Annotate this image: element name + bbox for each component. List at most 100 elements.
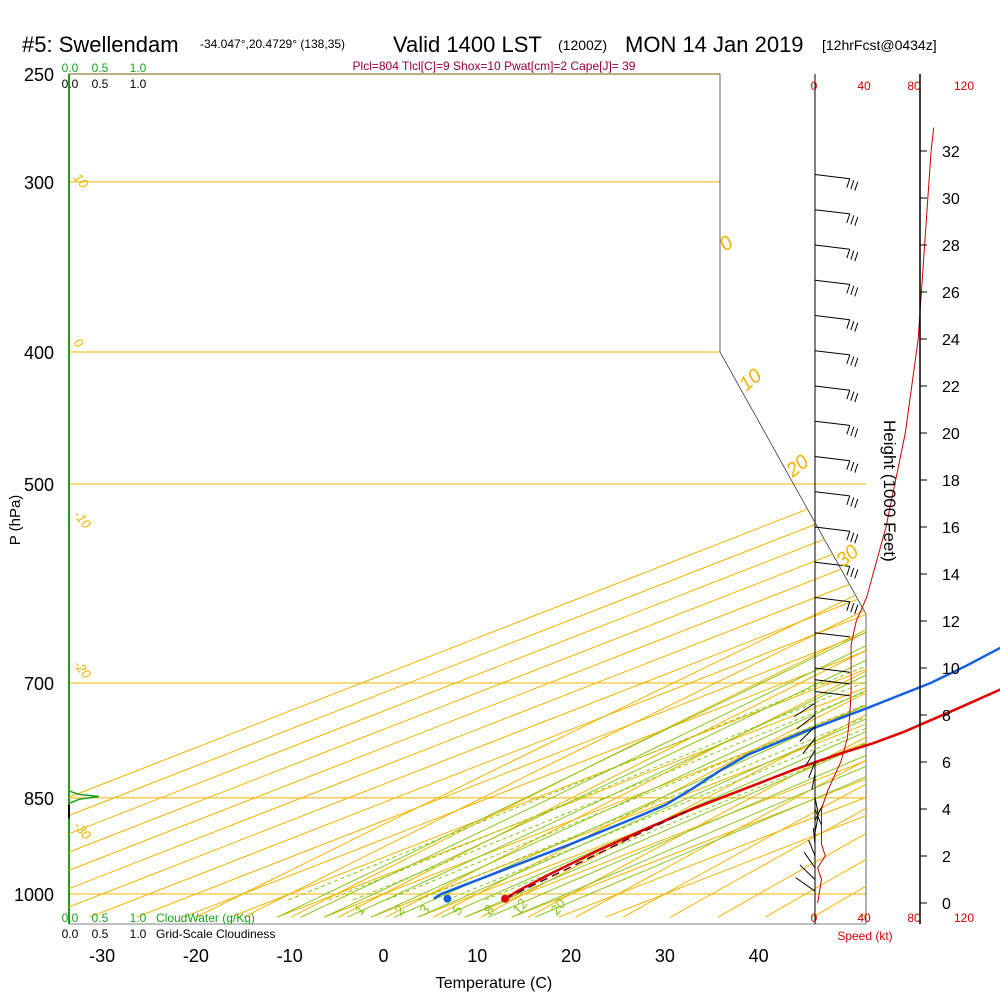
wind-barb-flag	[846, 319, 851, 329]
pressure-tick-label: 300	[24, 173, 54, 193]
wind-barb-flag	[846, 566, 851, 576]
wind-barb-flag	[850, 426, 855, 437]
wind-barb-flag	[846, 213, 851, 224]
valid-time: Valid 1400 LST	[393, 32, 542, 57]
wind-barb	[814, 385, 850, 391]
forecast-info: [12hrFcst@0434z]	[822, 37, 937, 53]
wind-barb-flag	[850, 567, 855, 578]
height-tick-label: 8	[942, 708, 951, 725]
pressure-axis-label: P (hPa)	[7, 495, 24, 546]
wind-barb	[814, 279, 850, 285]
isotherm-30	[464, 74, 866, 918]
speed-tick-top: 120	[954, 79, 974, 93]
moist-adiabat--5	[300, 74, 866, 918]
temp-tick-label: 30	[655, 946, 675, 966]
wind-barb	[808, 761, 816, 779]
moist-adiabat-15	[394, 74, 866, 918]
wind-barb	[814, 679, 850, 685]
dewpoint-line	[433, 646, 1000, 900]
isotherm--90	[69, 74, 866, 918]
speed-tick-bottom: 80	[907, 911, 921, 925]
dry-adiabat-30	[480, 74, 866, 918]
isotherm--10	[276, 74, 866, 918]
isotherm--110	[69, 74, 866, 918]
speed-axis-label: Speed (kt)	[837, 929, 892, 943]
cloud-scale-top-black: 0.5	[92, 77, 109, 91]
dry-adiabat--10	[290, 74, 866, 918]
wind-barb-flag	[850, 215, 855, 225]
pressure-tick-label: 250	[24, 65, 54, 85]
wind-barb-flag	[854, 393, 859, 403]
moist-adiabat-10	[370, 74, 866, 918]
wind-barb-flag	[854, 569, 859, 579]
cloud-scale-bottom-green: 0.0	[62, 911, 79, 925]
wind-barb-flag	[854, 287, 859, 297]
dry-adiabat-60	[622, 74, 866, 918]
cloud-scale-bottom-black: 0.0	[62, 927, 79, 941]
isotherm--50	[89, 74, 866, 918]
height-tick-label: 14	[942, 567, 960, 584]
wind-barb	[803, 852, 816, 869]
temp-tick-label: 10	[467, 946, 487, 966]
wind-barb-flag	[850, 250, 855, 260]
wind-barb	[814, 808, 822, 826]
wind-barb	[795, 877, 816, 892]
mixing-ratio-line	[447, 366, 866, 901]
height-tick-label: 6	[942, 755, 951, 772]
mixing-ratio-label: 1	[350, 902, 368, 918]
wind-barb	[805, 749, 816, 767]
pressure-tick-label: 1000	[14, 885, 54, 905]
isotherm--70	[69, 74, 866, 918]
wind-barb	[802, 738, 816, 755]
cloud-scale-bottom-green: 0.5	[92, 911, 109, 925]
height-tick-label: 24	[942, 332, 960, 349]
moist-adiabat-0	[323, 74, 866, 918]
wind-barb	[814, 174, 850, 180]
speed-tick-bottom: 40	[857, 911, 871, 925]
wind-barb	[814, 315, 850, 321]
mixing-ratio-line	[418, 366, 866, 901]
isotherm--100	[69, 74, 866, 918]
cloud-scale-top-black: 0.0	[62, 77, 79, 91]
speed-tick-top: 40	[857, 79, 871, 93]
height-tick-label: 32	[942, 144, 960, 161]
wind-barb-flag	[854, 534, 859, 544]
height-tick-label: 28	[942, 238, 960, 255]
wind-barb-flag	[846, 284, 851, 294]
pressure-tick-label: 700	[24, 674, 54, 694]
wind-barb-flag	[850, 462, 855, 472]
height-tick-label: 18	[942, 473, 960, 490]
wind-barb-flag	[850, 497, 855, 507]
plot-frame	[68, 73, 867, 925]
station-title: #5: Swellendam	[22, 32, 179, 57]
wind-barb	[808, 839, 816, 857]
wind-speed-profile	[817, 127, 935, 904]
height-tick-label: 16	[942, 520, 960, 537]
temp-tick-label: 40	[749, 946, 769, 966]
height-axis-label: Height (1000 Feet)	[880, 420, 899, 562]
wind-barb	[814, 667, 850, 673]
mixing-ratio-line	[288, 366, 866, 901]
cloudiness-label: Grid-Scale Cloudiness	[156, 927, 275, 941]
speed-tick-top: 0	[811, 79, 818, 93]
isotherm--120	[69, 74, 866, 918]
wind-barb-flag	[846, 425, 851, 435]
isotherm-label: 30	[832, 541, 863, 572]
height-tick-label: 20	[942, 426, 960, 443]
surface-temp-point	[501, 894, 510, 903]
wind-barb-flag	[854, 463, 859, 473]
dry-adiabat-70	[670, 74, 866, 918]
wind-barb-flag	[854, 357, 859, 368]
dry-adiabat-40	[527, 74, 866, 918]
wind-barb	[814, 632, 850, 638]
wind-barb	[799, 726, 816, 742]
speed-tick-top: 80	[907, 79, 921, 93]
wind-barb-flag	[846, 531, 851, 541]
wind-barb-flag	[850, 356, 855, 366]
wind-barb-flag	[846, 495, 851, 506]
wind-barb	[814, 691, 850, 697]
wind-barb	[814, 526, 850, 532]
wind-barb	[814, 561, 850, 567]
wind-barb-flag	[850, 285, 855, 296]
